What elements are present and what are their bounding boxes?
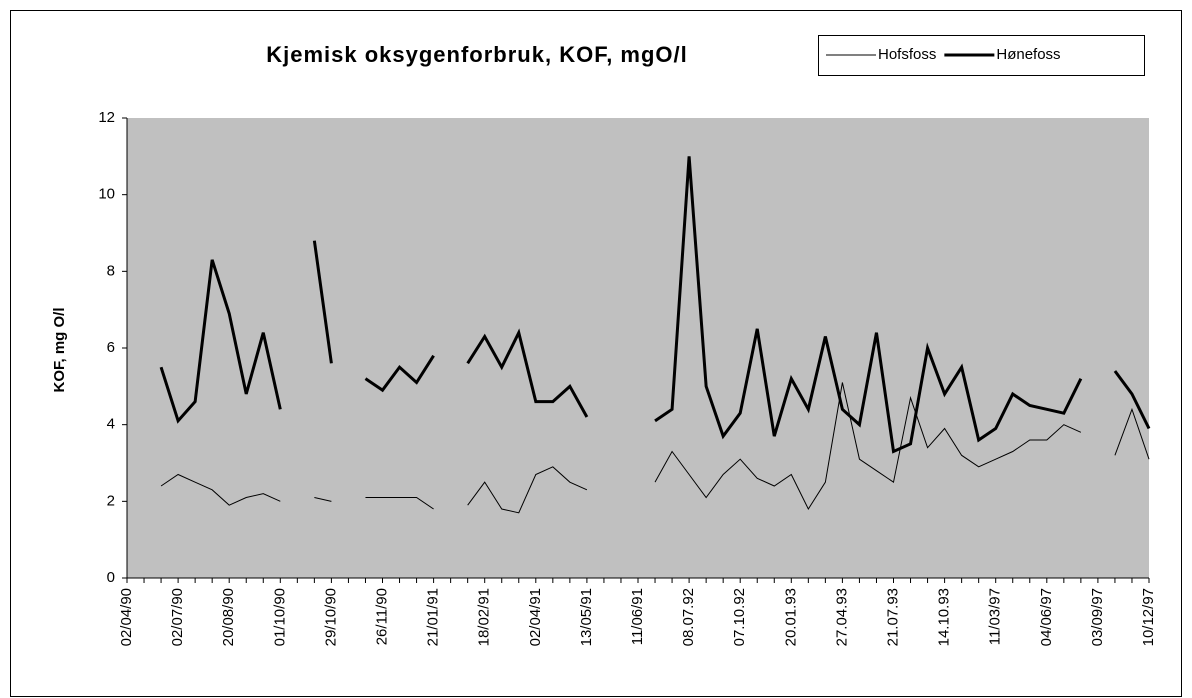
x-tick-label: 20.01.93 <box>782 588 799 646</box>
x-tick-label: 20/08/90 <box>220 588 237 646</box>
x-tick-label: 21/01/91 <box>425 588 442 646</box>
x-tick-label: 07.10.92 <box>731 588 748 646</box>
data-line <box>160 382 1150 514</box>
legend-label: Hønefoss <box>996 46 1060 63</box>
x-tick-label: 21.07.93 <box>884 588 901 646</box>
x-tick-label: 02/04/90 <box>118 588 135 646</box>
y-tick-label: 2 <box>107 492 115 509</box>
x-tick-label: 02/07/90 <box>169 588 186 646</box>
x-tick-label: 13/05/91 <box>578 588 595 646</box>
x-tick-label: 11/03/97 <box>987 588 1004 645</box>
x-tick-label: 11/06/91 <box>629 588 646 645</box>
x-tick-label: 27.04.93 <box>833 588 850 646</box>
x-tick-label: 03/09/97 <box>1089 588 1106 646</box>
y-tick-label: 12 <box>98 109 115 126</box>
y-tick-label: 8 <box>107 262 115 279</box>
y-tick-label: 4 <box>107 416 115 433</box>
x-tick-label: 29/10/90 <box>322 588 339 646</box>
x-tick-label: 10/12/97 <box>1140 588 1157 646</box>
x-tick-label: 18/02/91 <box>476 588 493 646</box>
chart-title: Kjemisk oksygenforbruk, KOF, mgO/l <box>266 42 688 67</box>
y-tick-label: 0 <box>107 569 115 586</box>
x-tick-label: 01/10/90 <box>271 588 288 646</box>
y-tick-label: 10 <box>98 186 115 203</box>
y-tick-label: 6 <box>107 339 115 356</box>
x-tick-label: 08.07.92 <box>680 588 697 646</box>
x-tick-label: 02/04/91 <box>527 588 544 646</box>
plot-area <box>127 118 1149 578</box>
y-axis-label: KOF, mg O/l <box>51 307 68 392</box>
x-tick-label: 14.10.93 <box>936 588 953 646</box>
x-tick-label: 26/11/90 <box>373 588 390 645</box>
data-line <box>159 156 1151 454</box>
legend-label: Hofsfoss <box>878 46 936 63</box>
x-tick-label: 04/06/97 <box>1038 588 1055 646</box>
